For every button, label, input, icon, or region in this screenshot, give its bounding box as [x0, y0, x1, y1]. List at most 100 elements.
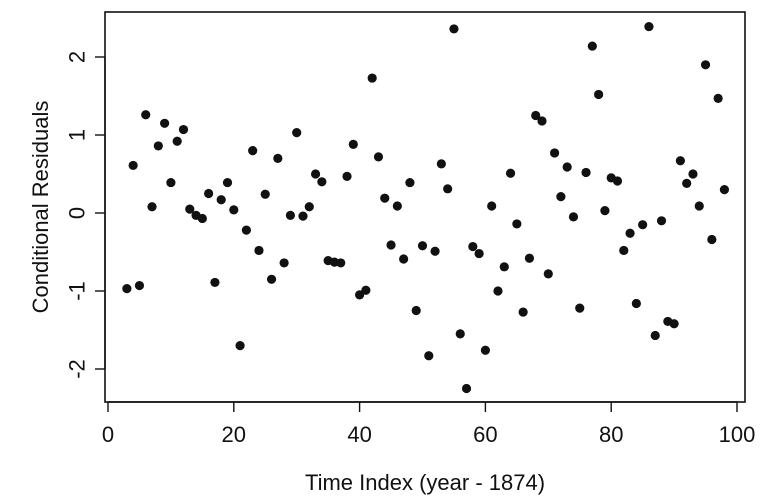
y-axis-label: Conditional Residuals [28, 101, 53, 314]
y-tick-label: 1 [65, 129, 90, 141]
data-point [543, 269, 553, 279]
data-point [254, 245, 264, 256]
data-point [556, 192, 566, 202]
data-point [474, 248, 484, 259]
data-point [141, 110, 151, 120]
data-point [285, 210, 296, 220]
data-point [392, 201, 402, 211]
data-point [317, 177, 327, 187]
data-point [424, 351, 434, 361]
data-point [512, 219, 522, 229]
x-tick-label: 80 [599, 422, 623, 447]
y-tick-label: 2 [65, 51, 90, 63]
data-point [197, 213, 207, 224]
y-tick-label: 0 [65, 207, 90, 219]
data-point [260, 189, 270, 199]
data-point [656, 216, 667, 226]
data-point [355, 290, 365, 300]
data-point [619, 245, 629, 256]
data-point [153, 141, 163, 151]
data-point [367, 73, 377, 83]
data-point [562, 162, 572, 172]
data-point [248, 146, 258, 156]
data-point [713, 93, 723, 103]
data-point [480, 345, 490, 355]
data-point [304, 202, 314, 212]
data-point [638, 220, 648, 230]
data-point [581, 167, 591, 178]
data-point [688, 169, 698, 179]
data-point [235, 341, 245, 351]
data-point [160, 118, 170, 128]
data-point [707, 234, 717, 245]
data-point [417, 241, 428, 251]
data-point [549, 148, 560, 158]
x-axis: 0 20 40 60 80 100 [102, 401, 756, 447]
y-tick-label: -2 [65, 359, 90, 379]
data-point [292, 128, 302, 138]
data-point [436, 159, 446, 169]
data-point [682, 178, 692, 188]
x-tick-label: 20 [222, 422, 246, 447]
data-point [185, 204, 195, 214]
data-point [172, 136, 182, 146]
data-point [336, 258, 346, 268]
data-point [505, 168, 516, 178]
data-point [449, 24, 459, 34]
x-axis-label: Time Index (year - 1874) [305, 470, 545, 495]
y-tick-label: -1 [65, 281, 90, 301]
data-point [166, 177, 176, 188]
data-point [650, 330, 660, 341]
data-point [373, 152, 384, 162]
data-point [134, 280, 145, 291]
data-point [222, 177, 233, 188]
data-point [600, 206, 610, 216]
data-point [587, 41, 597, 51]
x-tick-label: 40 [347, 422, 371, 447]
data-point [631, 298, 641, 309]
data-point [669, 319, 679, 329]
x-tick-label: 60 [473, 422, 497, 447]
data-point [443, 184, 453, 194]
data-point [405, 177, 415, 188]
data-point [147, 202, 157, 212]
data-point [361, 285, 371, 295]
data-point [531, 110, 541, 121]
data-point [468, 241, 478, 252]
data-point [430, 246, 440, 256]
data-point [518, 307, 528, 317]
data-point [493, 286, 503, 296]
data-point [266, 274, 277, 284]
data-point [204, 188, 214, 199]
data-point [229, 205, 239, 215]
data-point [380, 193, 390, 203]
data-point [487, 201, 497, 211]
data-point [310, 169, 321, 179]
data-point [719, 185, 730, 195]
x-tick-label: 0 [102, 422, 114, 447]
data-point [210, 277, 220, 288]
data-point [524, 253, 535, 263]
data-point [216, 195, 226, 205]
data-point [575, 303, 585, 313]
plot-frame [104, 11, 746, 403]
data-point [386, 240, 396, 250]
data-point [675, 156, 685, 166]
x-tick-label: 100 [719, 422, 756, 447]
data-point [298, 211, 308, 221]
data-point [594, 89, 604, 100]
data-point [279, 258, 289, 268]
data-point [122, 284, 132, 294]
data-point [625, 228, 635, 238]
data-point [700, 60, 711, 70]
data-point [178, 124, 189, 135]
data-point [241, 225, 251, 235]
data-point [461, 383, 472, 394]
data-point [499, 262, 509, 272]
data-point [399, 254, 409, 264]
data-point [537, 116, 547, 126]
data-point [568, 212, 579, 222]
data-point [694, 201, 704, 211]
data-points [122, 21, 730, 394]
